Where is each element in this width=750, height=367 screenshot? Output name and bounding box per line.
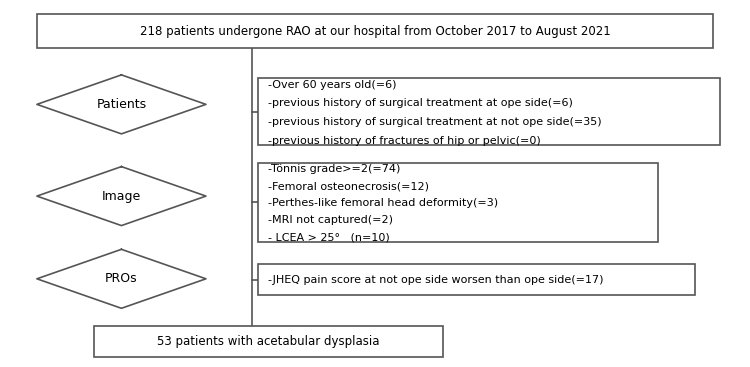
FancyBboxPatch shape xyxy=(258,78,720,145)
FancyBboxPatch shape xyxy=(94,327,443,357)
FancyBboxPatch shape xyxy=(37,14,713,48)
FancyBboxPatch shape xyxy=(258,163,658,242)
Text: Image: Image xyxy=(102,190,141,203)
Text: 218 patients undergone RAO at our hospital from October 2017 to August 2021: 218 patients undergone RAO at our hospit… xyxy=(140,25,610,38)
Text: -previous history of surgical treatment at not ope side(=35): -previous history of surgical treatment … xyxy=(268,117,602,127)
Polygon shape xyxy=(37,75,206,134)
Text: -Tönnis grade>=2(=74): -Tönnis grade>=2(=74) xyxy=(268,164,400,174)
Text: PROs: PROs xyxy=(105,272,138,285)
Text: -Over 60 years old(=6): -Over 60 years old(=6) xyxy=(268,80,396,90)
Text: -JHEQ pain score at not ope side worsen than ope side(=17): -JHEQ pain score at not ope side worsen … xyxy=(268,275,603,284)
Polygon shape xyxy=(37,249,206,308)
Text: -Femoral osteonecrosis(=12): -Femoral osteonecrosis(=12) xyxy=(268,181,429,191)
Polygon shape xyxy=(37,167,206,226)
Text: 53 patients with acetabular dysplasia: 53 patients with acetabular dysplasia xyxy=(158,335,380,348)
Text: Patients: Patients xyxy=(96,98,146,111)
Text: -previous history of surgical treatment at ope side(=6): -previous history of surgical treatment … xyxy=(268,98,572,108)
Text: -previous history of fractures of hip or pelvic(=0): -previous history of fractures of hip or… xyxy=(268,135,541,146)
Text: -Perthes-like femoral head deformity(=3): -Perthes-like femoral head deformity(=3) xyxy=(268,198,498,208)
FancyBboxPatch shape xyxy=(258,264,694,295)
Text: - LCEA > 25°   (n=10): - LCEA > 25° (n=10) xyxy=(268,232,389,243)
Text: -MRI not captured(=2): -MRI not captured(=2) xyxy=(268,215,393,225)
